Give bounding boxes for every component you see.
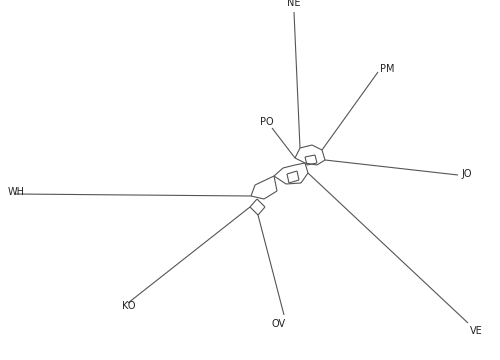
Text: NE: NE <box>287 0 301 8</box>
Text: WH: WH <box>8 187 25 197</box>
Text: PM: PM <box>380 64 394 74</box>
Text: KO: KO <box>122 301 136 311</box>
Text: PO: PO <box>260 117 274 127</box>
Text: VE: VE <box>470 326 483 336</box>
Text: JO: JO <box>461 169 471 179</box>
Text: OV: OV <box>272 319 286 329</box>
